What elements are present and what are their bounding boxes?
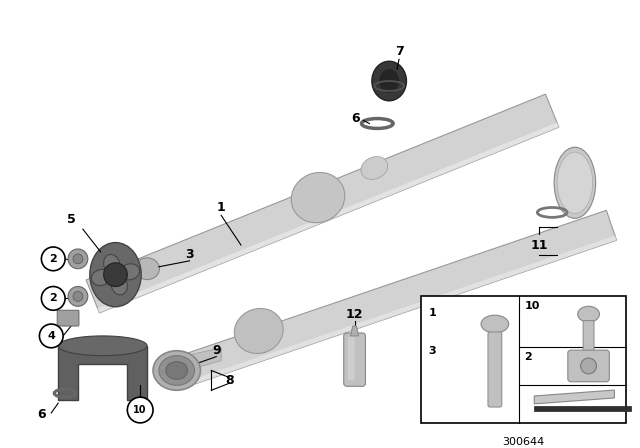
Ellipse shape — [159, 356, 195, 385]
Polygon shape — [177, 348, 221, 374]
Ellipse shape — [372, 61, 406, 101]
Ellipse shape — [481, 315, 509, 333]
Text: 3: 3 — [429, 346, 436, 356]
Polygon shape — [172, 210, 616, 388]
Ellipse shape — [104, 254, 120, 274]
Circle shape — [40, 324, 63, 348]
Ellipse shape — [380, 69, 399, 93]
Text: 3: 3 — [185, 248, 194, 261]
Ellipse shape — [90, 242, 141, 307]
Ellipse shape — [153, 351, 200, 390]
Ellipse shape — [92, 269, 111, 285]
Ellipse shape — [580, 358, 596, 374]
Text: 8: 8 — [225, 374, 234, 387]
Text: 6: 6 — [37, 409, 45, 422]
Text: 2: 2 — [524, 352, 532, 362]
FancyBboxPatch shape — [57, 310, 79, 326]
Text: 10: 10 — [133, 405, 147, 415]
Polygon shape — [351, 326, 358, 336]
Ellipse shape — [120, 264, 140, 280]
Text: 12: 12 — [346, 308, 364, 321]
FancyBboxPatch shape — [344, 333, 365, 386]
Text: 1: 1 — [217, 201, 225, 214]
Circle shape — [68, 287, 88, 306]
FancyBboxPatch shape — [488, 332, 502, 407]
Ellipse shape — [291, 172, 345, 223]
Ellipse shape — [58, 336, 147, 356]
FancyBboxPatch shape — [420, 297, 627, 423]
Ellipse shape — [361, 156, 388, 179]
Ellipse shape — [135, 258, 159, 280]
Circle shape — [104, 263, 127, 287]
Circle shape — [73, 292, 83, 302]
Ellipse shape — [111, 276, 127, 295]
Polygon shape — [180, 236, 616, 388]
Polygon shape — [86, 94, 559, 313]
Text: 2: 2 — [49, 254, 57, 264]
Text: 4: 4 — [47, 331, 55, 341]
Text: 10: 10 — [524, 302, 540, 311]
Text: 1: 1 — [429, 308, 436, 318]
FancyBboxPatch shape — [348, 337, 355, 380]
Ellipse shape — [578, 306, 600, 322]
Polygon shape — [58, 346, 147, 400]
Circle shape — [73, 254, 83, 264]
Circle shape — [42, 287, 65, 310]
Text: 9: 9 — [212, 344, 221, 357]
Polygon shape — [534, 390, 614, 404]
Text: 11: 11 — [531, 238, 548, 251]
FancyBboxPatch shape — [534, 406, 631, 411]
FancyBboxPatch shape — [583, 321, 594, 375]
Circle shape — [127, 397, 153, 423]
FancyBboxPatch shape — [568, 350, 609, 382]
Text: 7: 7 — [395, 45, 403, 58]
Text: 2: 2 — [49, 293, 57, 303]
Text: 300644: 300644 — [502, 437, 545, 447]
Ellipse shape — [557, 152, 593, 213]
Ellipse shape — [166, 362, 188, 379]
Circle shape — [42, 247, 65, 271]
Ellipse shape — [554, 147, 596, 218]
Circle shape — [68, 249, 88, 269]
Text: 5: 5 — [67, 213, 76, 226]
Polygon shape — [97, 123, 559, 313]
Text: 6: 6 — [351, 112, 360, 125]
Ellipse shape — [234, 308, 283, 353]
